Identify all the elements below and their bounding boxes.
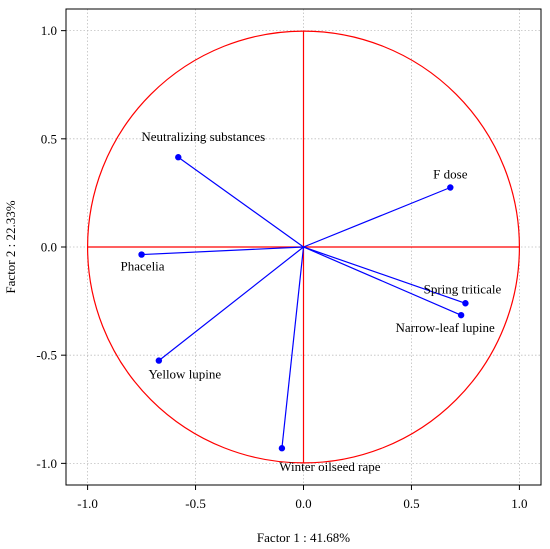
point-label: Phacelia [121, 259, 165, 274]
y-axis-title: Factor 2 : 22.33% [3, 200, 18, 293]
x-tick-label: -0.5 [185, 496, 206, 511]
vectors [138, 154, 469, 452]
x-tick-label: 0.5 [403, 496, 419, 511]
y-tick-label: -1.0 [36, 456, 57, 471]
point-label: Spring triticale [424, 281, 502, 296]
x-axis-title: Factor 1 : 41.68% [257, 530, 350, 545]
vector-point [138, 251, 145, 258]
y-tick-label: -0.5 [36, 348, 57, 363]
point-label: Neutralizing substances [141, 129, 265, 144]
x-tick-label: -1.0 [77, 496, 98, 511]
vector-line [303, 186, 451, 248]
x-tick-label: 0.0 [295, 496, 311, 511]
point-label: Winter oilseed rape [279, 459, 380, 474]
vector-line [177, 156, 304, 248]
x-tick-label: 1.0 [511, 496, 527, 511]
vector-line [281, 246, 305, 449]
vector-line [303, 246, 462, 316]
vector-line [141, 246, 304, 256]
vector-point [457, 311, 465, 319]
y-tick-label: 0.5 [41, 131, 57, 146]
vector-point [175, 154, 182, 161]
vector-line [158, 246, 304, 362]
y-tick-label: 0.0 [41, 240, 57, 255]
point-labels: Neutralizing substances F dose Phacelia Spr… [121, 129, 502, 474]
vector-point [447, 184, 454, 191]
vector-point [462, 300, 469, 307]
point-label: Narrow-leaf lupine [395, 320, 494, 335]
ticks: -1.0 -0.5 0.0 0.5 1.0 -1.0 -0.5 0.0 0.5 1.0 [36, 23, 527, 511]
vector-point [278, 445, 286, 452]
point-label: F dose [433, 167, 468, 182]
vector-line [303, 246, 466, 304]
y-tick-label: 1.0 [41, 23, 57, 38]
vector-point [155, 357, 163, 364]
point-label: Yellow lupine [148, 367, 221, 382]
